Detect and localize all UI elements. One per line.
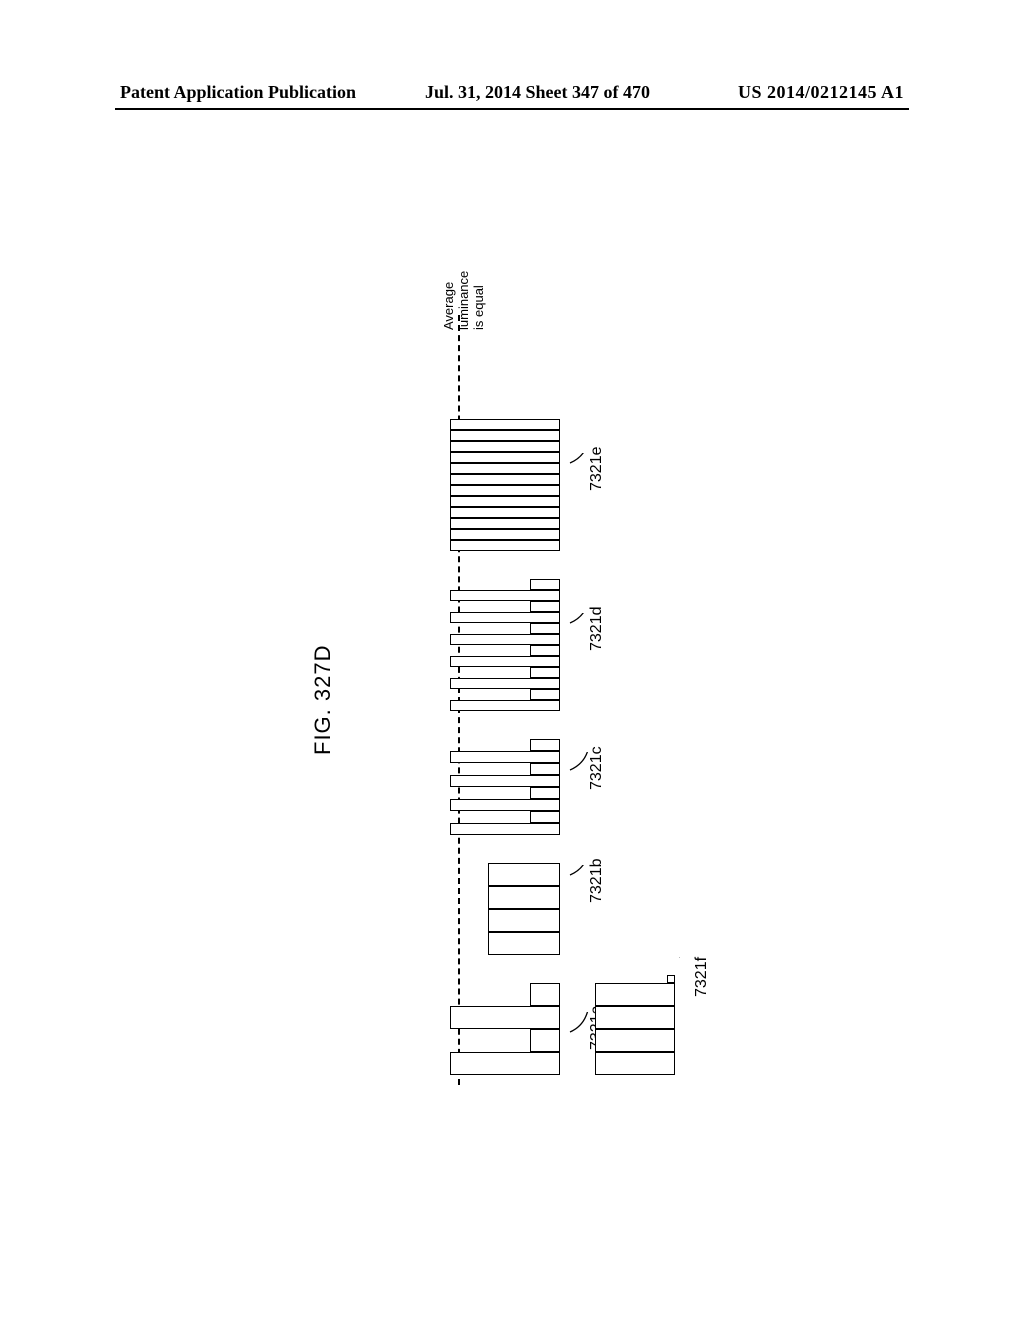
bar	[530, 579, 560, 590]
bar	[450, 474, 560, 485]
chart-7321e: 7321e	[420, 419, 560, 551]
bar	[450, 452, 560, 463]
chart-7321a: 7321a	[420, 983, 560, 1075]
ref-label-7321d: 7321d	[588, 607, 606, 652]
figure-327d: FIG. 327D Average luminance is equal 732…	[180, 350, 880, 1050]
bar	[530, 811, 560, 823]
header-right: US 2014/0212145 A1	[738, 82, 904, 103]
bar	[450, 799, 560, 811]
bar	[530, 1029, 560, 1052]
ref-label-7321e: 7321e	[588, 447, 606, 492]
bar	[450, 441, 560, 452]
avg-label-line3: is equal	[471, 285, 486, 330]
bar	[595, 1029, 675, 1052]
bar	[667, 975, 675, 983]
average-luminance-label: Average luminance is equal	[442, 271, 487, 330]
bar	[530, 983, 560, 1006]
bar	[488, 932, 560, 955]
bar	[450, 529, 560, 540]
bar	[488, 886, 560, 909]
ref-label-7321c: 7321c	[588, 746, 606, 790]
ref-label-7321f: 7321f	[693, 957, 711, 997]
bar	[450, 634, 560, 645]
header-center: Jul. 31, 2014 Sheet 347 of 470	[425, 82, 650, 103]
lower-chart: 7321f	[585, 975, 675, 1075]
bar	[450, 496, 560, 507]
bar	[450, 775, 560, 787]
bar	[450, 463, 560, 474]
bar	[450, 1006, 560, 1029]
bar	[530, 667, 560, 678]
bar	[530, 623, 560, 634]
bar	[530, 645, 560, 656]
bar	[450, 518, 560, 529]
bar	[530, 689, 560, 700]
bar	[450, 751, 560, 763]
upper-charts-row: 7321a 7321b 7321c 7321d 7321e	[390, 325, 560, 1075]
chart-7321b: 7321b	[420, 863, 560, 955]
bar	[595, 983, 675, 1006]
bar	[595, 1006, 675, 1029]
page-header: Patent Application Publication Jul. 31, …	[0, 82, 1024, 103]
bar	[450, 419, 560, 430]
bar	[530, 787, 560, 799]
bar	[595, 1052, 675, 1075]
bar	[450, 1052, 560, 1075]
bar	[450, 678, 560, 689]
bar	[530, 763, 560, 775]
bar	[450, 700, 560, 711]
header-rule	[115, 108, 909, 110]
bar	[450, 430, 560, 441]
figure-title: FIG. 327D	[310, 645, 336, 755]
header-left: Patent Application Publication	[120, 82, 356, 103]
ref-label-7321b: 7321b	[588, 859, 606, 904]
chart-7321c: 7321c	[420, 739, 560, 835]
bar	[488, 909, 560, 932]
bar	[450, 485, 560, 496]
bar	[450, 656, 560, 667]
bar	[530, 601, 560, 612]
chart-7321d: 7321d	[420, 579, 560, 711]
bar	[450, 590, 560, 601]
bar	[450, 612, 560, 623]
bar	[450, 540, 560, 551]
avg-label-line1: Average	[441, 282, 456, 330]
avg-label-line2: luminance	[456, 271, 471, 330]
bar	[488, 863, 560, 886]
bar	[450, 823, 560, 835]
bar	[450, 507, 560, 518]
bar	[530, 739, 560, 751]
